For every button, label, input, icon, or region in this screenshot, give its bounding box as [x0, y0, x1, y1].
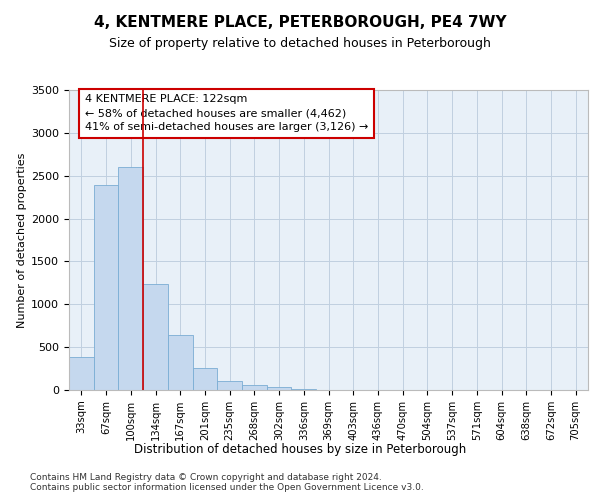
Text: 4 KENTMERE PLACE: 122sqm
← 58% of detached houses are smaller (4,462)
41% of sem: 4 KENTMERE PLACE: 122sqm ← 58% of detach… — [85, 94, 368, 132]
Text: Distribution of detached houses by size in Peterborough: Distribution of detached houses by size … — [134, 442, 466, 456]
Bar — [292, 389, 316, 390]
Text: Contains HM Land Registry data © Crown copyright and database right 2024.
Contai: Contains HM Land Registry data © Crown c… — [30, 472, 424, 492]
Bar — [69, 356, 94, 390]
Bar — [217, 382, 242, 390]
Bar — [94, 185, 118, 390]
Bar — [267, 386, 292, 390]
Y-axis label: Number of detached properties: Number of detached properties — [17, 152, 27, 328]
Text: 4, KENTMERE PLACE, PETERBOROUGH, PE4 7WY: 4, KENTMERE PLACE, PETERBOROUGH, PE4 7WY — [94, 15, 506, 30]
Text: Size of property relative to detached houses in Peterborough: Size of property relative to detached ho… — [109, 38, 491, 51]
Bar — [193, 368, 217, 390]
Bar — [168, 335, 193, 390]
Bar — [242, 385, 267, 390]
Bar — [118, 167, 143, 390]
Bar — [143, 284, 168, 390]
